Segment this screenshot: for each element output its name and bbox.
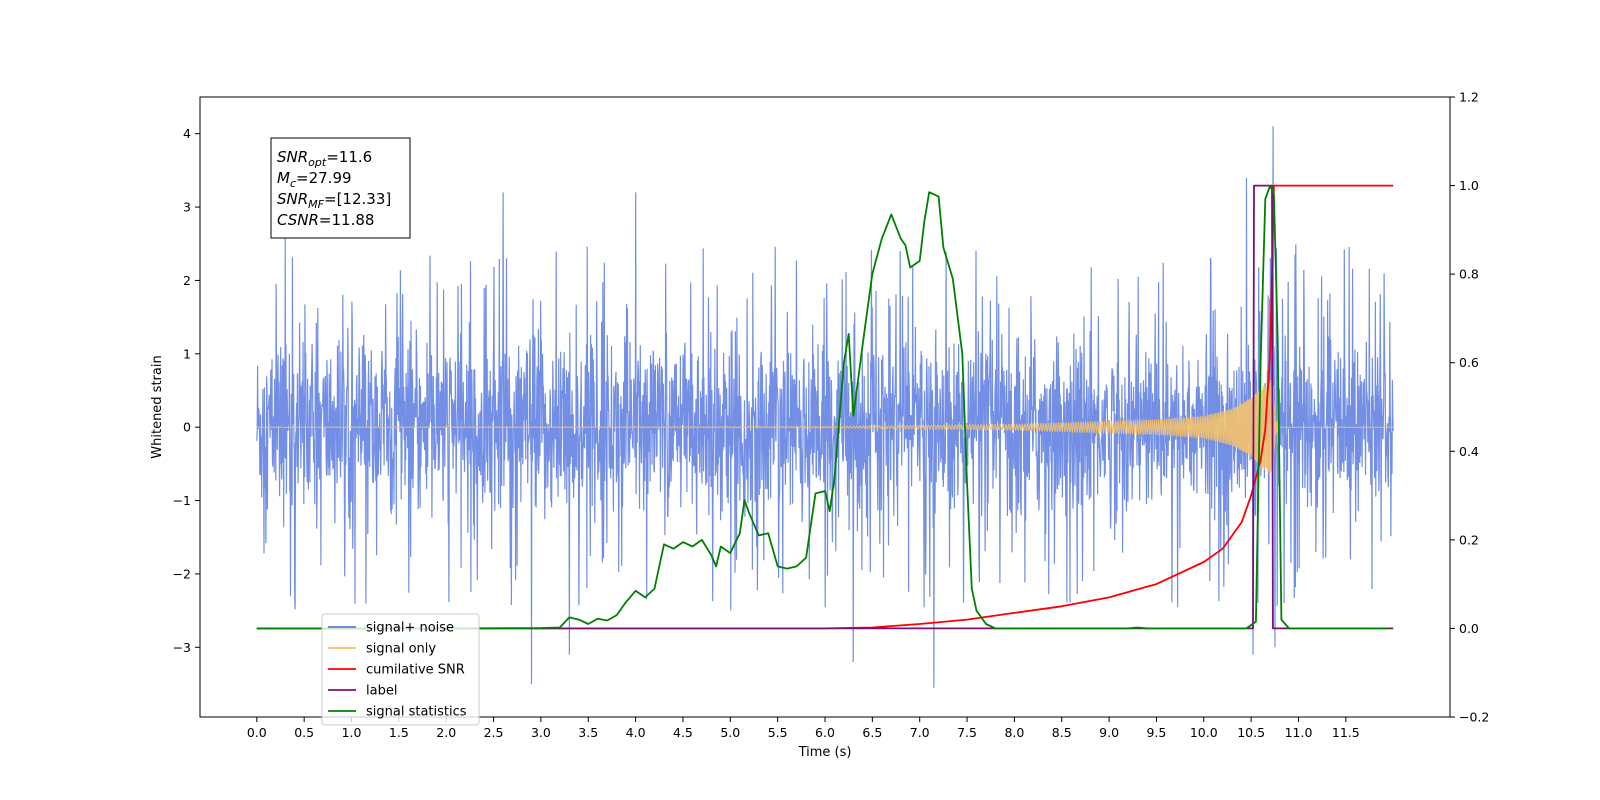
y-left-tick-label: −3	[173, 640, 191, 655]
x-tick-label: 5.5	[768, 725, 788, 740]
x-tick-label: 3.5	[578, 725, 598, 740]
info-box: SNRopt=11.6Mc=27.99SNRMF=[12.33]CSNR=11.…	[270, 137, 411, 239]
info-box-frame	[270, 137, 411, 239]
x-tick-label: 8.0	[1004, 725, 1024, 740]
x-tick-label: 6.5	[862, 725, 882, 740]
series-line-signal-statistics	[256, 184, 1389, 630]
y-left-tick-label: 2	[183, 273, 191, 288]
info-line: SNRMF=[12.33]	[277, 190, 391, 211]
x-tick-label: 0.5	[294, 725, 314, 740]
x-tick-label: 0.0	[247, 725, 267, 740]
x-tick-label: 4.5	[673, 725, 693, 740]
legend-label: signal+ noise	[366, 621, 454, 636]
y-left-tick-label: 4	[183, 126, 191, 141]
legend: signal+ noise signal only cumilative SNR la…	[321, 613, 480, 726]
legend-label: signal statistics	[366, 705, 467, 720]
x-tick-label: 1.5	[389, 725, 409, 740]
x-tick-label: 9.0	[1099, 725, 1119, 740]
x-tick-label: 9.5	[1146, 725, 1166, 740]
y-axis-right: −0.2 0.0 0.2 0.4 0.6 0.8 1.0 1.2	[1450, 90, 1489, 725]
info-sub: opt	[308, 156, 327, 169]
info-value: =11.88	[319, 211, 375, 229]
info-main: SNR	[277, 190, 308, 208]
y-right-tick-label: 0.6	[1459, 355, 1479, 370]
legend-label: cumilative SNR	[366, 663, 465, 678]
x-tick-label: 5.0	[720, 725, 740, 740]
x-tick-label: 2.0	[436, 725, 456, 740]
y-right-tick-label: 0.4	[1459, 444, 1479, 459]
y-left-tick-label: −1	[173, 493, 191, 508]
y-axis-label-left: Whitened strain	[150, 355, 165, 458]
y-left-tick-label: 0	[183, 420, 191, 435]
x-tick-label: 10.5	[1237, 725, 1265, 740]
info-value: =[12.33]	[324, 190, 391, 208]
y-left-tick-label: 1	[183, 346, 191, 361]
series-layer	[256, 126, 1394, 688]
x-tick-label: 2.5	[484, 725, 504, 740]
info-main: SNR	[277, 148, 308, 166]
plot-area	[256, 126, 1394, 688]
info-line: CSNR=11.88	[277, 211, 374, 229]
info-main: CSNR	[277, 211, 319, 229]
y-right-tick-label: 0.2	[1459, 532, 1479, 547]
info-value: =27.99	[296, 169, 352, 187]
x-tick-label: 8.5	[1052, 725, 1072, 740]
legend-label: signal only	[366, 642, 436, 657]
series-line-signal-only	[256, 380, 1394, 473]
x-tick-label: 1.0	[342, 725, 362, 740]
y-right-tick-label: 0.8	[1459, 267, 1479, 282]
series-line-signal-noise	[256, 126, 1394, 688]
y-left-tick-label: 3	[183, 200, 191, 215]
x-tick-label: 7.0	[910, 725, 930, 740]
x-tick-label: 4.0	[626, 725, 646, 740]
info-sub: MF	[308, 198, 324, 211]
y-right-tick-label: 1.2	[1459, 90, 1479, 105]
x-tick-label: 11.5	[1332, 725, 1360, 740]
info-line: SNRopt=11.6	[277, 148, 372, 169]
x-axis-label: Time (s)	[798, 745, 852, 760]
y-right-tick-label: 0.0	[1459, 621, 1479, 636]
info-main: M	[277, 169, 290, 187]
x-tick-label: 6.0	[815, 725, 835, 740]
legend-label: label	[366, 684, 397, 699]
x-axis: 0.0 0.5 1.0 1.5 2.0 2.5 3.0 3.5 4.0 4.5 5.0 5.5 6.0 6…	[247, 717, 1360, 740]
y-right-tick-label: 1.0	[1459, 178, 1479, 193]
x-tick-label: 7.5	[957, 725, 977, 740]
x-tick-label: 11.0	[1285, 725, 1313, 740]
x-tick-label: 3.0	[531, 725, 551, 740]
y-axis-left: −3 −2 −1 0 1 2 3 4	[173, 126, 200, 655]
info-line: Mc=27.99	[277, 169, 352, 190]
legend-frame	[321, 613, 480, 726]
info-sub: c	[290, 177, 296, 190]
y-left-tick-label: −2	[173, 566, 191, 581]
info-value: =11.6	[326, 148, 372, 166]
x-tick-label: 10.0	[1190, 725, 1218, 740]
y-right-tick-label: −0.2	[1459, 710, 1489, 725]
